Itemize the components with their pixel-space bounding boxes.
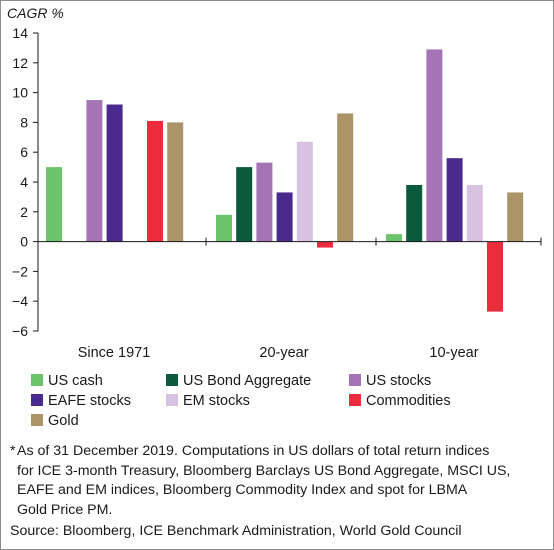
- bar: [296, 141, 313, 242]
- legend-label: Gold: [48, 413, 79, 429]
- bar: [466, 184, 483, 242]
- footnote: * As of 31 December 2019. Computations in…: [10, 442, 545, 520]
- footnote-line: for ICE 3-month Treasury, Bloomberg Barc…: [17, 462, 511, 479]
- category-label: 10-year: [429, 345, 478, 361]
- y-tick-label: −4: [12, 293, 28, 309]
- y-tick-label: 14: [12, 25, 28, 41]
- category-label: 20-year: [259, 345, 308, 361]
- source-note: Source: Bloomberg, ICE Benchmark Adminis…: [10, 523, 462, 539]
- y-tick-label: 6: [20, 144, 28, 160]
- legend-label: US stocks: [366, 373, 431, 389]
- footnote-line: EAFE and EM indices, Bloomberg Commodity…: [17, 482, 468, 498]
- legend-label: Commodities: [366, 393, 451, 409]
- bar: [46, 167, 62, 242]
- bar: [317, 241, 333, 248]
- bar: [147, 120, 163, 242]
- legend-label: EAFE stocks: [48, 393, 131, 409]
- category-label: Since 1971: [78, 345, 151, 361]
- y-tick-label: 2: [20, 204, 28, 220]
- bar: [487, 241, 503, 312]
- bar: [507, 192, 524, 242]
- bar: [256, 162, 273, 242]
- bar: [236, 167, 253, 242]
- footnote-line: Gold Price PM.: [17, 501, 113, 518]
- bars: [46, 49, 524, 312]
- bar: [106, 104, 123, 242]
- bar-chart: CAGR % 14 12 10 8 6 4 2 0 −2 −4 −6 Since 1971 20-ye…: [7, 5, 542, 429]
- y-axis-title: CAGR %: [7, 5, 64, 21]
- y-tick-label: 10: [12, 85, 28, 101]
- bar: [337, 113, 354, 242]
- bar: [86, 100, 103, 242]
- zero-baseline: [38, 237, 542, 246]
- y-tick-label: −2: [12, 263, 28, 279]
- legend-swatch: [31, 414, 43, 426]
- bar: [276, 192, 293, 242]
- bar: [426, 49, 443, 242]
- bar: [386, 234, 402, 242]
- legend-label: EM stocks: [183, 393, 250, 409]
- legend-swatch: [349, 374, 361, 386]
- y-tick-label: 0: [20, 234, 28, 250]
- bar: [167, 122, 184, 242]
- y-tick-label: 8: [20, 114, 28, 130]
- y-tick-label: 4: [20, 174, 28, 190]
- bar: [406, 184, 423, 242]
- legend-swatch: [349, 394, 361, 406]
- footnote-marker: *: [10, 443, 16, 459]
- legend-label: US cash: [48, 373, 103, 389]
- legend: US cash US Bond Aggregate US stocks EAFE st…: [31, 373, 451, 429]
- x-axis: Since 1971 20-year 10-year: [78, 345, 479, 361]
- legend-swatch: [31, 374, 43, 386]
- legend-swatch: [31, 394, 43, 406]
- legend-swatch: [166, 374, 178, 386]
- footnote-line: As of 31 December 2019. Computations in …: [17, 443, 490, 459]
- bar: [216, 214, 232, 242]
- legend-label: US Bond Aggregate: [183, 373, 311, 389]
- legend-swatch: [166, 394, 178, 406]
- y-axis: 14 12 10 8 6 4 2 0 −2 −4 −6: [12, 25, 39, 339]
- y-tick-label: 12: [12, 55, 28, 71]
- y-tick-label: −6: [12, 323, 28, 339]
- bar: [446, 158, 463, 242]
